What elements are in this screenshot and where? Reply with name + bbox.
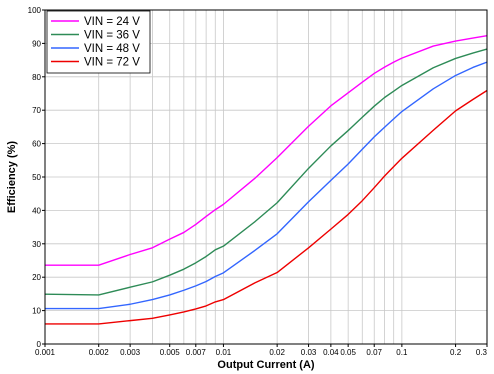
- x-tick-label: 0.1: [396, 348, 408, 357]
- x-axis-title: Output Current (A): [217, 359, 314, 371]
- y-tick-label: 10: [32, 307, 41, 316]
- x-tick-label: 0.04: [323, 348, 339, 357]
- y-tick-label: 80: [32, 73, 41, 82]
- x-tick-label: 0.2: [450, 348, 462, 357]
- x-tick-label: 0.01: [216, 348, 232, 357]
- x-tick-label: 0.03: [301, 348, 317, 357]
- y-tick-label: 60: [32, 140, 41, 149]
- x-tick-label: 0.001: [35, 348, 56, 357]
- y-axis-title: Efficiency (%): [6, 141, 18, 213]
- y-tick-label: 30: [32, 240, 41, 249]
- series-line: [45, 61, 488, 310]
- x-axis-ticks: 0.001 0.002 0.003 0.005 0.007 0.01 0.02 0.03 0.0…: [35, 344, 488, 357]
- y-tick-label: 50: [32, 173, 41, 182]
- x-tick-label: 0.002: [89, 348, 110, 357]
- series-lines: [44, 35, 488, 325]
- x-tick-label: 0.05: [340, 348, 356, 357]
- series-line: [45, 35, 488, 266]
- legend-entry: VIN = 72 V: [84, 57, 140, 69]
- y-tick-label: 0: [37, 340, 42, 349]
- x-tick-label: 0.003: [120, 348, 141, 357]
- series-line: [44, 48, 488, 296]
- x-tick-label: 0.007: [186, 348, 207, 357]
- x-tick-label: 0.3: [476, 348, 488, 357]
- x-tick-label: 0.02: [269, 348, 285, 357]
- legend-entry: VIN = 36 V: [84, 30, 140, 42]
- y-tick-label: 40: [32, 206, 41, 215]
- y-tick-label: 20: [32, 273, 41, 282]
- y-axis-ticks: 0 10 20 30 40 50 60 70 80 90 100: [28, 6, 45, 349]
- legend-entry: VIN = 48 V: [84, 43, 140, 55]
- y-tick-label: 100: [28, 6, 42, 15]
- legend-entry: VIN = 24 V: [84, 16, 140, 28]
- y-tick-label: 90: [32, 39, 41, 48]
- series-line: [45, 89, 488, 325]
- grid: [44, 9, 488, 345]
- x-tick-label: 0.005: [160, 348, 181, 357]
- y-tick-label: 70: [32, 106, 41, 115]
- x-tick-label: 0.07: [366, 348, 382, 357]
